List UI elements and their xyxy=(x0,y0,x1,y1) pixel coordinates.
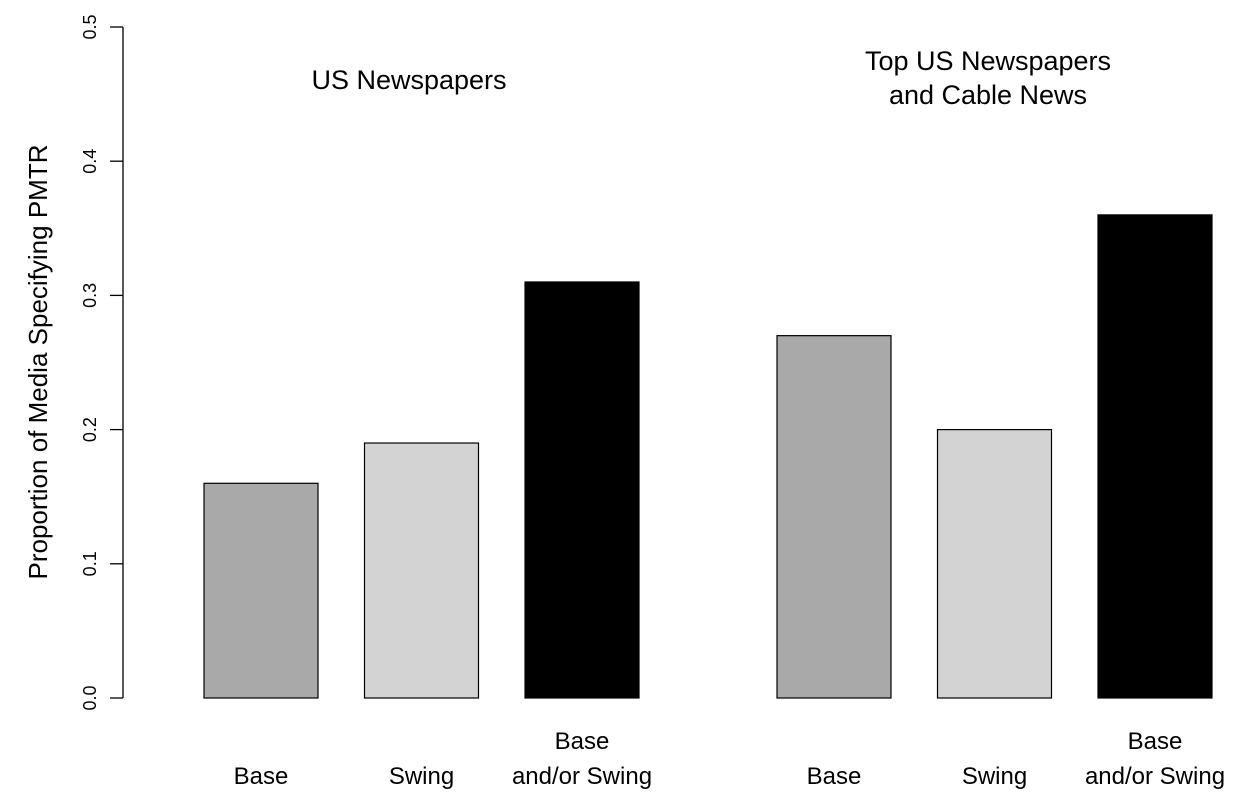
bar xyxy=(203,482,319,699)
y-tick-label: 0.5 xyxy=(80,14,100,39)
category-label: Base xyxy=(234,763,289,790)
group-title: and Cable News xyxy=(889,80,1087,110)
y-tick-label: 0.2 xyxy=(80,417,100,442)
category-label: Swing xyxy=(962,763,1027,790)
bar xyxy=(363,442,480,699)
bar xyxy=(1097,214,1213,699)
bar xyxy=(524,281,640,699)
category-label: Swing xyxy=(389,763,454,790)
category-label: and/or Swing xyxy=(1085,763,1225,790)
bar-group: US Newspapers Base Swing Base and/or Swing xyxy=(203,65,652,790)
y-tick-label: 0.4 xyxy=(80,149,100,174)
category-label: Base xyxy=(1128,728,1183,755)
category-label: Base xyxy=(807,763,862,790)
bar-group: Top US Newspapers and Cable News Base Swing… xyxy=(776,46,1225,790)
y-axis: 0.0 0.1 0.2 0.3 0.4 0.5 xyxy=(80,14,124,711)
group-title: Top US Newspapers xyxy=(865,46,1111,76)
bar xyxy=(936,429,1053,699)
y-axis-title: Proportion of Media Specifying PMTR xyxy=(23,145,53,580)
bar xyxy=(776,335,892,699)
y-tick-label: 0.1 xyxy=(80,551,100,576)
y-tick-label: 0.0 xyxy=(80,685,100,710)
category-label: and/or Swing xyxy=(512,763,652,790)
y-tick-label: 0.3 xyxy=(80,283,100,308)
category-label: Base xyxy=(555,728,610,755)
group-title: US Newspapers xyxy=(311,65,506,95)
